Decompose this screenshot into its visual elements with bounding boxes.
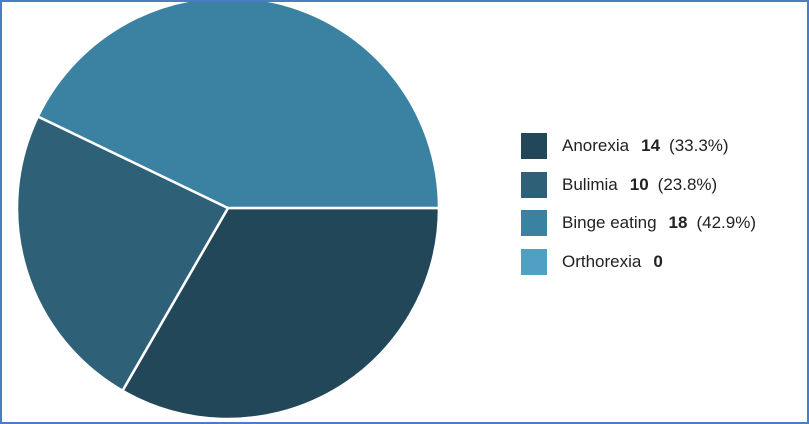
- legend-label-binge-eating: Binge eating: [562, 213, 657, 232]
- legend-percent-bulimia: (23.8%): [657, 174, 718, 194]
- legend-count-anorexia: 14: [641, 136, 661, 155]
- legend-count-orthorexia: 0: [653, 251, 663, 271]
- legend-item-anorexia: Anorexia 14 (33.3%): [521, 133, 756, 159]
- pie-slice-anorexia: [121, 206, 441, 421]
- legend-swatch-bulimia: [521, 171, 547, 198]
- legend-swatch-orthorexia: [521, 248, 547, 275]
- legend: Anorexia 14 (33.3%) Bulimia 10 (23.8%) B…: [521, 133, 756, 287]
- legend-swatch-anorexia: [521, 133, 547, 159]
- legend-item-orthorexia: Orthorexia 0: [521, 248, 756, 275]
- legend-label-anorexia: Anorexia: [562, 136, 630, 155]
- legend-count-bulimia: 10: [629, 174, 649, 194]
- legend-percent-anorexia: (33.3%): [669, 136, 729, 155]
- legend-item-bulimia: Bulimia 10 (23.8%): [521, 171, 756, 198]
- legend-percent-binge-eating: (42.9%): [696, 213, 756, 232]
- legend-swatch-binge-eating: [521, 210, 547, 236]
- legend-item-binge-eating: Binge eating 18 (42.9%): [521, 210, 756, 236]
- legend-count-binge-eating: 18: [668, 213, 688, 232]
- pie-slice-bulimia: [15, 115, 230, 392]
- legend-label-bulimia: Bulimia: [562, 174, 618, 194]
- pie-slice-binge-eating: [36, 2, 441, 210]
- legend-label-orthorexia: Orthorexia: [562, 251, 642, 271]
